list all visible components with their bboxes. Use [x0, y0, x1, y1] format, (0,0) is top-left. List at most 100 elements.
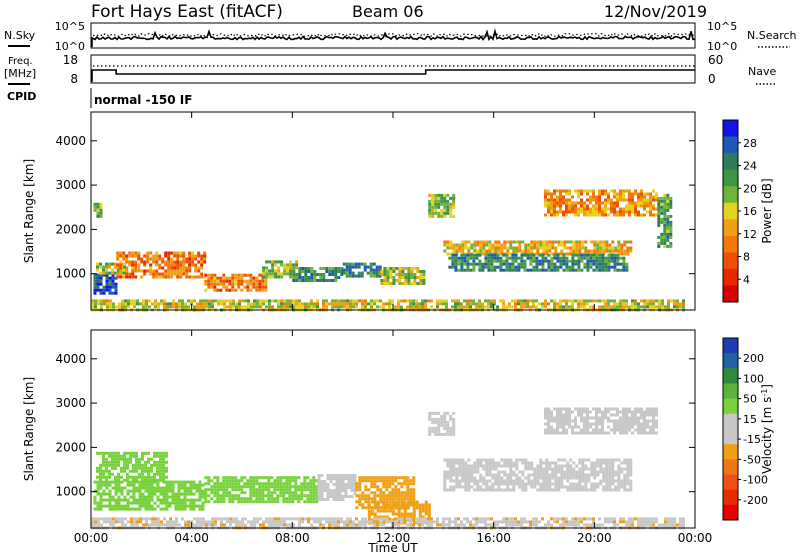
- heatmap-cell: [602, 243, 606, 247]
- heatmap-cell: [520, 523, 523, 527]
- heatmap-cell: [496, 259, 500, 263]
- heatmap-cell: [626, 482, 630, 486]
- heatmap-cell: [156, 483, 160, 487]
- heatmap-cell: [250, 520, 253, 524]
- heatmap-cell: [455, 458, 459, 462]
- heatmap-cell: [470, 464, 474, 468]
- heatmap-cell: [607, 253, 611, 257]
- heatmap-cell: [511, 256, 515, 260]
- heatmap-cell: [234, 488, 238, 492]
- heatmap-cell: [655, 299, 658, 303]
- heatmap-cell: [514, 517, 517, 521]
- heatmap-cell: [634, 192, 637, 196]
- heatmap-cell: [550, 195, 553, 199]
- heatmap-cell: [156, 489, 160, 493]
- heatmap-cell: [589, 265, 593, 269]
- colorbar-swatch: [723, 219, 738, 237]
- heatmap-cell: [172, 520, 175, 524]
- heatmap-cell: [277, 269, 281, 273]
- heatmap-cell: [553, 189, 556, 193]
- heatmap-cell: [469, 262, 473, 266]
- heatmap-cell: [219, 497, 223, 501]
- heatmap-cell: [222, 488, 226, 492]
- heatmap-cell: [493, 299, 496, 303]
- heatmap-cell: [637, 198, 640, 202]
- heatmap-cell: [515, 249, 519, 253]
- heatmap-cell: [550, 268, 554, 272]
- heatmap-cell: [610, 198, 613, 202]
- nave-right-tick-top: 60: [708, 53, 723, 67]
- heatmap-cell: [288, 476, 292, 480]
- heatmap-cell: [542, 461, 546, 465]
- heatmap-cell: [355, 305, 358, 309]
- heatmap-cell: [464, 470, 468, 474]
- heatmap-cell: [283, 520, 286, 524]
- heatmap-cell: [378, 265, 382, 269]
- heatmap-cell: [255, 494, 259, 498]
- heatmap-cell: [144, 495, 148, 499]
- heatmap-cell: [385, 479, 389, 483]
- heatmap-cell: [533, 479, 537, 483]
- heatmap-cell: [518, 240, 522, 244]
- heatmap-cell: [178, 299, 181, 303]
- heatmap-cell: [554, 476, 558, 480]
- heatmap-cell: [170, 275, 174, 279]
- heatmap-cell: [117, 480, 121, 484]
- heatmap-cell: [452, 417, 456, 421]
- heatmap-cell: [551, 470, 555, 474]
- heatmap-cell: [553, 305, 556, 309]
- heatmap-cell: [179, 263, 183, 267]
- heatmap-cell: [449, 414, 453, 418]
- heatmap-cell: [643, 192, 646, 196]
- heatmap-cell: [177, 501, 181, 505]
- heatmap-cell: [446, 470, 450, 474]
- heatmap-cell: [334, 305, 337, 309]
- heatmap-cell: [341, 486, 345, 489]
- heatmap-cell: [207, 476, 211, 480]
- heatmap-cell: [592, 213, 595, 217]
- heatmap-cell: [622, 428, 625, 432]
- heatmap-cell: [385, 506, 389, 510]
- heatmap-cell: [240, 500, 244, 504]
- heatmap-cell: [176, 266, 180, 270]
- heatmap-cell: [506, 461, 510, 465]
- heatmap-cell: [232, 517, 235, 521]
- heatmap-cell: [476, 464, 480, 468]
- heatmap-cell: [137, 263, 141, 267]
- heatmap-cell: [571, 523, 574, 527]
- heatmap-cell: [376, 485, 380, 489]
- heatmap-cell: [589, 422, 592, 426]
- heatmap-cell: [610, 207, 613, 211]
- heatmap-cell: [265, 275, 269, 279]
- heatmap-cell: [670, 523, 673, 527]
- heatmap-cell: [313, 517, 316, 521]
- heatmap-cell: [192, 507, 196, 511]
- heatmap-cell: [409, 299, 412, 303]
- heatmap-cell: [370, 485, 374, 489]
- heatmap-cell: [604, 431, 607, 435]
- heatmap-cell: [164, 260, 168, 264]
- heatmap-cell: [619, 425, 622, 429]
- heatmap-cell: [280, 299, 283, 303]
- heatmap-cell: [499, 259, 503, 263]
- heatmap-cell: [565, 256, 569, 260]
- heatmap-cell: [521, 488, 525, 492]
- heatmap-cell: [258, 285, 262, 289]
- heatmap-cell: [165, 489, 169, 493]
- heatmap-cell: [571, 265, 575, 269]
- heatmap-cell: [388, 500, 392, 504]
- heatmap-cell: [273, 497, 277, 501]
- heatmap-cell: [682, 305, 685, 309]
- heatmap-cell: [147, 486, 151, 490]
- heatmap-cell: [163, 299, 166, 303]
- heatmap-cell: [616, 305, 619, 309]
- heatmap-cell: [517, 299, 520, 303]
- heatmap-cell: [467, 473, 471, 477]
- heatmap-cell: [449, 432, 453, 436]
- heatmap-cell: [134, 251, 138, 255]
- heatmap-cell: [628, 416, 631, 420]
- heatmap-cell: [192, 501, 196, 505]
- heatmap-cell: [373, 479, 377, 483]
- heatmap-cell: [481, 262, 485, 266]
- heatmap-cell: [467, 485, 471, 489]
